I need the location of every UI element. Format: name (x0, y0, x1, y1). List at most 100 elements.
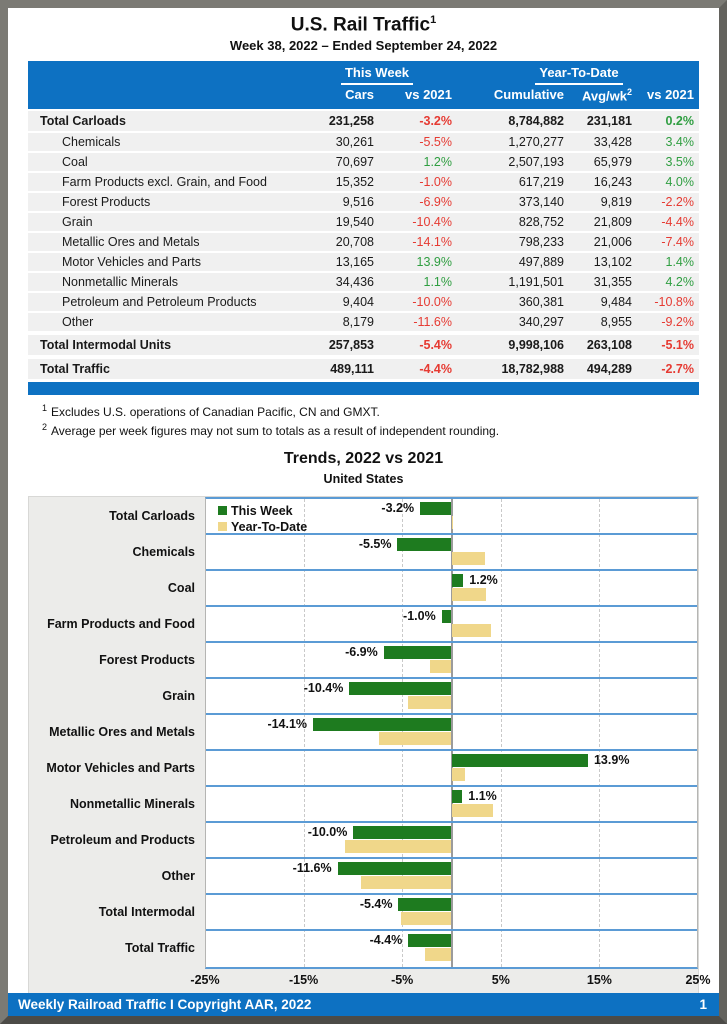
cumulative-value: 373,140 (518, 194, 564, 209)
column-header-spacer (28, 87, 296, 103)
chart-category-label: Coal (167, 581, 195, 596)
row-label: Chemicals (62, 134, 121, 149)
group-header-this-week: This Week (296, 64, 458, 86)
avg-wk-value: 9,484 (600, 294, 632, 309)
table-row: Other 8,179 -11.6% 340,297 8,955 -9.2% (28, 312, 699, 331)
vs-2021-value: -14.1% (412, 234, 452, 249)
x-axis-tick-label: 5% (491, 972, 510, 987)
x-axis-tick-label: 15% (586, 972, 612, 987)
chart-band: -11.6% (206, 859, 697, 895)
footnote: 1 Excludes U.S. operations of Canadian Pa… (42, 403, 699, 419)
ytd-vs-2021-value: -2.2% (661, 194, 694, 209)
avg-wk-value: 13,102 (593, 254, 632, 269)
chart-legend: This Week Year-To-Date (218, 503, 307, 535)
cars-value: 34,436 (335, 274, 374, 289)
table-row: Total Carloads 231,258 -3.2% 8,784,882 231,1… (28, 110, 699, 131)
row-label: Nonmetallic Minerals (62, 274, 179, 289)
chart-title: Trends, 2022 vs 2021 (283, 449, 444, 467)
column-header-ytd-vs-2021: vs 2021 (647, 87, 694, 103)
cumulative-value: 1,191,501 (508, 274, 564, 289)
chart-band: -5.4% (206, 895, 697, 931)
cumulative-value: 617,219 (518, 174, 564, 189)
bar-year-to-date (424, 947, 452, 961)
ytd-vs-2021-value: 4.0% (665, 174, 695, 189)
vs-2021-value: -5.4% (419, 337, 452, 352)
bar-this-week (397, 537, 452, 551)
legend-item: This Week (218, 503, 307, 519)
ytd-vs-2021-value: -9.2% (661, 314, 694, 329)
vs-2021-value: -3.2% (419, 113, 452, 128)
row-label: Grain (62, 214, 93, 229)
chart-plot-area: This Week Year-To-Date -3.2% -5.5% 1.2% -1.0… (205, 496, 698, 969)
cumulative-value: 2,507,193 (508, 154, 564, 169)
table-row: Petroleum and Petroleum Products 9,404 -10… (28, 292, 699, 311)
ytd-vs-2021-value: -5.1% (661, 337, 694, 352)
bar-value-label: -3.2% (381, 500, 415, 515)
chart-band: 1.2% (206, 571, 697, 607)
bar-value-label: -5.5% (358, 536, 392, 551)
cars-value: 13,165 (335, 254, 374, 269)
cars-value: 257,853 (328, 337, 374, 352)
row-label: Coal (62, 154, 88, 169)
cumulative-value: 798,233 (518, 234, 564, 249)
vs-2021-value: 13.9% (416, 254, 452, 269)
bar-value-label: -10.0% (307, 824, 348, 839)
bar-this-week (383, 645, 452, 659)
footnote-marker: 1 (42, 402, 48, 413)
ytd-vs-2021-value: 1.4% (665, 254, 695, 269)
bar-this-week (353, 825, 452, 839)
row-label: Total Carloads (40, 113, 126, 128)
table-row: Motor Vehicles and Parts 13,165 13.9% 497,8… (28, 252, 699, 271)
cars-value: 489,111 (330, 361, 374, 376)
avg-wk-value: 65,979 (593, 154, 632, 169)
row-label: Metallic Ores and Metals (62, 234, 200, 249)
vs-2021-value: -5.5% (419, 134, 452, 149)
traffic-table-header: This Week Year-To-Date Cars vs 2021 Cumu… (28, 61, 699, 109)
bar-year-to-date (401, 911, 452, 925)
vs-2021-value: 1.2% (423, 154, 453, 169)
bar-value-label: -5.4% (359, 896, 393, 911)
cumulative-value: 18,782,988 (501, 361, 564, 376)
chart-category-label: Motor Vehicles and Parts (46, 761, 195, 776)
cumulative-value: 1,270,277 (508, 134, 564, 149)
chart-band: -3.2% (206, 499, 697, 535)
table-row: Forest Products 9,516 -6.9% 373,140 9,819 -2.… (28, 192, 699, 211)
chart-category-label: Nonmetallic Minerals (69, 797, 195, 812)
vs-2021-value: 1.1% (423, 274, 453, 289)
legend-swatch-this-week (218, 506, 227, 516)
bar-year-to-date (429, 659, 452, 673)
chart-band: -14.1% (206, 715, 697, 751)
bar-this-week (451, 789, 463, 803)
ytd-vs-2021-value: 0.2% (665, 113, 695, 128)
cumulative-value: 360,381 (518, 294, 564, 309)
chart-band: -1.0% (206, 607, 697, 643)
column-header-cars: Cars (345, 87, 374, 103)
bar-this-week (408, 933, 452, 947)
ytd-vs-2021-value: -10.8% (654, 294, 694, 309)
footer-page-number: 1 (699, 997, 707, 1012)
table-row: Nonmetallic Minerals 34,436 1.1% 1,191,501 3… (28, 272, 699, 291)
cumulative-value: 8,784,882 (508, 113, 564, 128)
bar-year-to-date (451, 767, 466, 781)
ytd-vs-2021-value: -4.4% (661, 214, 694, 229)
ytd-vs-2021-value: 4.2% (665, 274, 695, 289)
bar-this-week (398, 897, 452, 911)
row-label: Farm Products excl. Grain, and Food (62, 174, 267, 189)
chart-band: -10.0% (206, 823, 697, 859)
footer-bar: Weekly Railroad Traffic I Copyright AAR,… (8, 993, 719, 1016)
vs-2021-value: -10.4% (412, 214, 452, 229)
table-row: Coal 70,697 1.2% 2,507,193 65,979 3.5% (28, 152, 699, 171)
row-label: Total Intermodal Units (40, 337, 172, 352)
footnote: 2 Average per week figures may not sum to… (42, 422, 699, 438)
bar-year-to-date (345, 839, 452, 853)
cumulative-value: 9,998,106 (508, 337, 564, 352)
chart-plot-area-wrap: This Week Year-To-Date -3.2% -5.5% 1.2% -1.0… (190, 496, 711, 994)
bar-this-week (441, 609, 452, 623)
trends-chart: Total Carloads Chemicals Coal Farm Products… (28, 495, 711, 995)
chart-band: -5.5% (206, 535, 697, 571)
ytd-vs-2021-value: -2.7% (661, 361, 694, 376)
row-label: Other (62, 314, 94, 329)
bar-this-week (451, 753, 588, 767)
chart-category-label: Metallic Ores and Metals (49, 725, 195, 740)
